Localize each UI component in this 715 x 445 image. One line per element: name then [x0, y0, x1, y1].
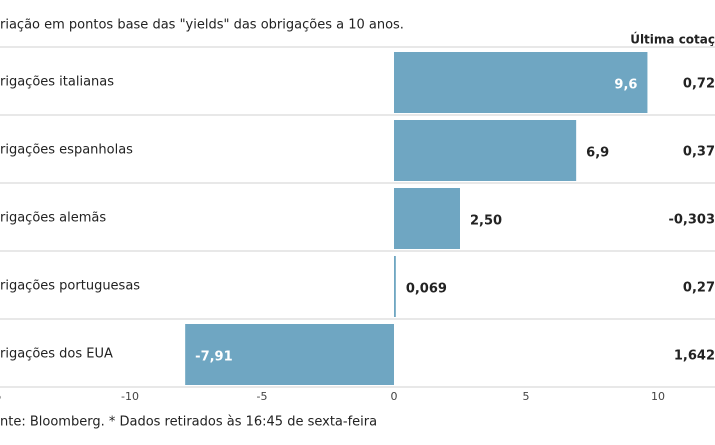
bar — [394, 256, 396, 317]
x-tick-label: 0 — [391, 390, 398, 403]
category-label: rigações espanholas — [0, 143, 133, 158]
last-quote: 0,72 — [683, 77, 715, 92]
last-quote: 1,642 — [674, 349, 715, 364]
chart-title: riação em pontos base das "yields" das o… — [0, 18, 404, 33]
x-tick-label: -10 — [121, 390, 139, 403]
bar — [394, 52, 648, 113]
x-tick-label: 5 — [523, 390, 530, 403]
category-label: rigações italianas — [0, 75, 114, 90]
bar — [394, 188, 460, 249]
category-label: rigações portuguesas — [0, 279, 140, 294]
bar — [394, 120, 577, 181]
value-label: 0,069 — [406, 282, 447, 297]
value-label: 6,9 — [586, 146, 609, 161]
category-label: rigações alemãs — [0, 211, 106, 226]
last-quote: -0,303 — [668, 213, 715, 228]
value-label: 9,6 — [614, 78, 637, 93]
x-tick-label: 5 — [0, 390, 2, 403]
category-label: rigações dos EUA — [0, 347, 113, 362]
last-quote: 0,37 — [683, 145, 715, 160]
value-label: -7,91 — [195, 350, 232, 365]
value-label: 2,50 — [470, 214, 502, 229]
source: nte: Bloomberg. * Dados retirados às 16:… — [0, 415, 377, 430]
last-quote: 0,27 — [683, 281, 715, 296]
column-header: Última cotaç — [630, 32, 715, 47]
x-tick-label: -5 — [257, 390, 268, 403]
x-tick-label: 10 — [651, 390, 665, 403]
bar — [185, 324, 394, 385]
